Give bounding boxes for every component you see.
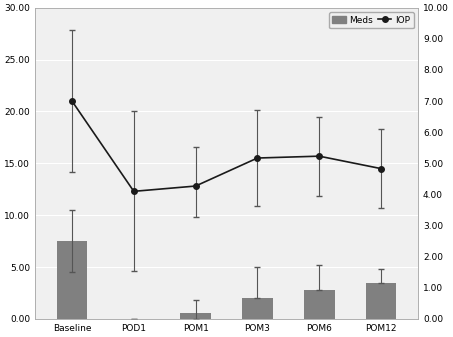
Bar [57,241,87,319]
Bar [180,313,211,319]
Legend: Meds, IOP: Meds, IOP [329,12,414,28]
Bar [304,290,335,319]
Bar [242,298,273,319]
Bar [366,283,396,319]
